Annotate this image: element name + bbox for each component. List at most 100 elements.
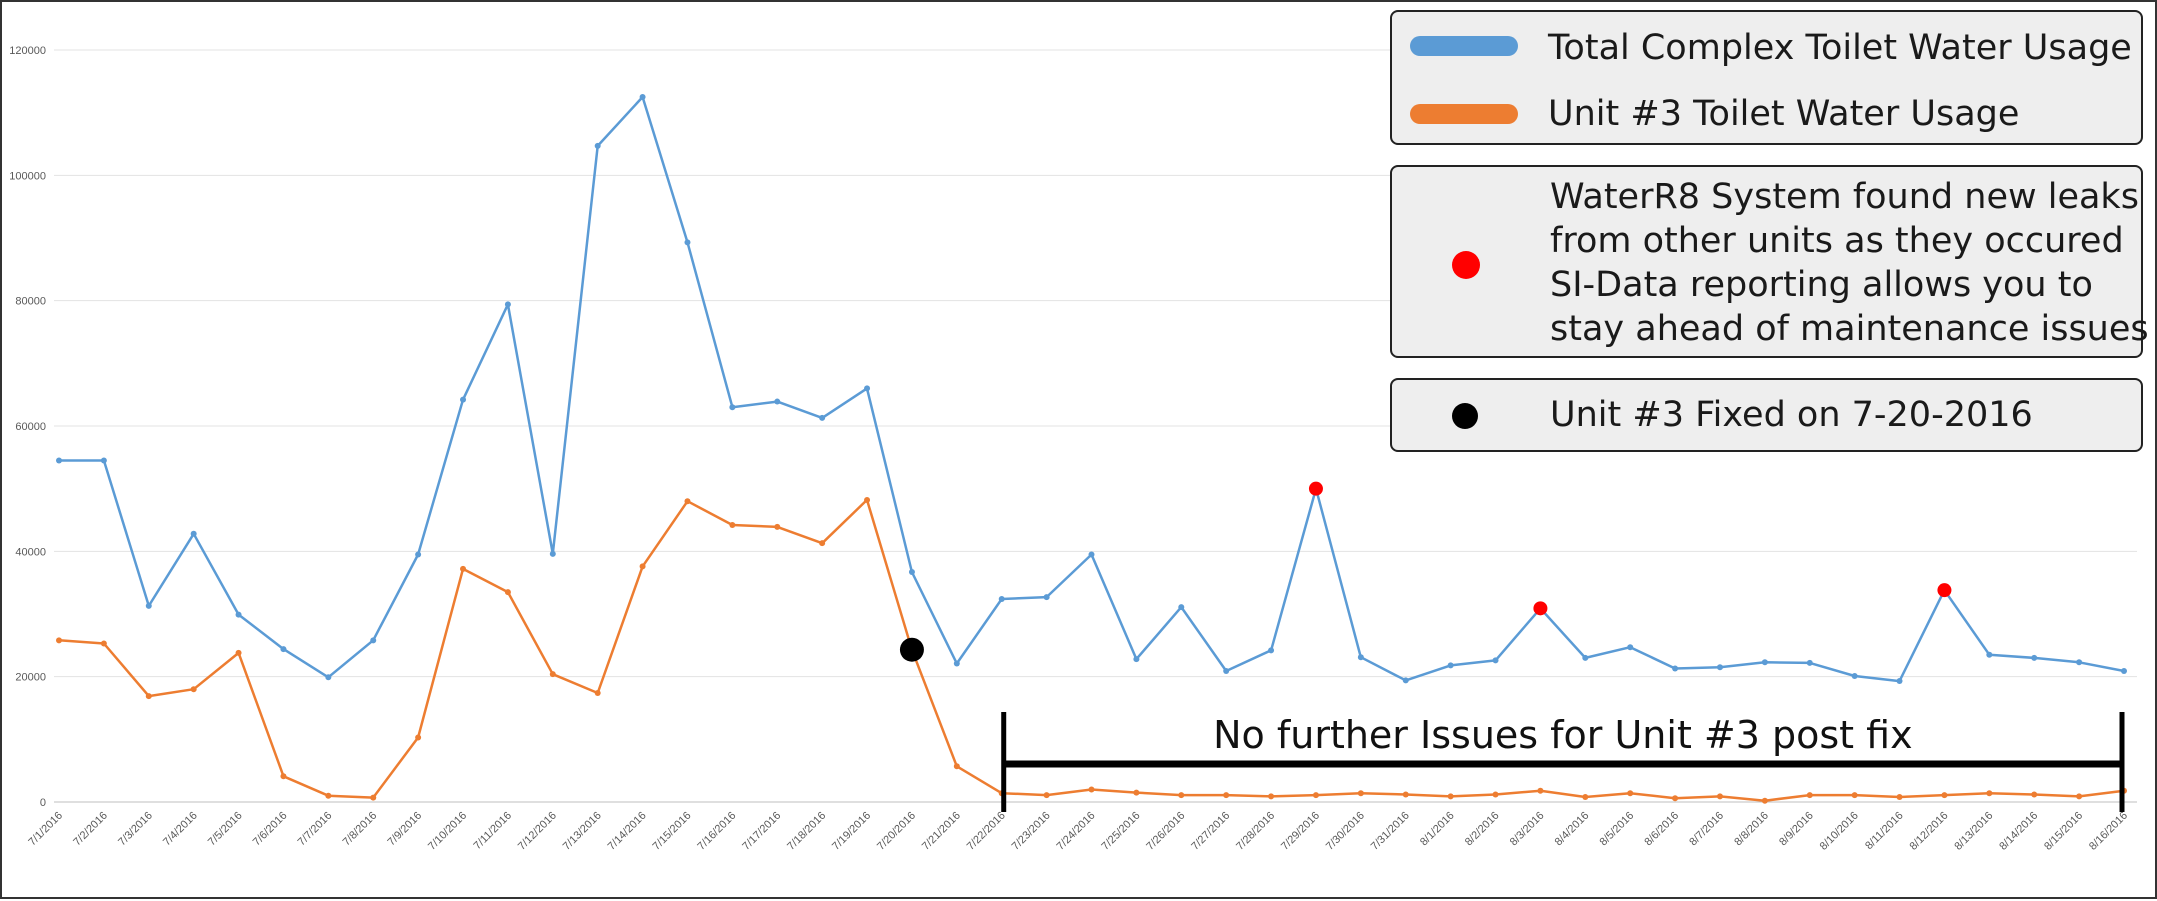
series-1-point-12	[594, 142, 601, 149]
annotation-text: No further Issues for Unit #3 post fix	[1213, 713, 1912, 757]
series-1-point-37	[1716, 664, 1723, 671]
leak-marker-1	[1308, 481, 1323, 496]
x-tick-label-7: 7/8/2016	[341, 810, 380, 849]
series-1-point-23	[1088, 551, 1095, 558]
x-tick-label-12: 7/13/2016	[561, 810, 604, 853]
x-tick-label-28: 7/29/2016	[1279, 810, 1322, 853]
leak-legend-line-3: SI-Data reporting allows you to	[1550, 265, 2093, 305]
x-tick-label-31: 8/1/2016	[1418, 810, 1457, 849]
x-tick-label-30: 7/31/2016	[1369, 810, 1412, 853]
series-1-point-13	[639, 94, 646, 100]
leak-legend-line-1: WaterR8 System found new leaks	[1550, 177, 2139, 217]
y-tick-label-60000: 60000	[15, 421, 46, 433]
series-1-point-45	[2076, 659, 2083, 666]
x-tick-label-42: 8/12/2016	[1907, 810, 1950, 853]
x-tick-label-26: 7/27/2016	[1189, 810, 1232, 853]
series-1-point-39	[1806, 659, 1813, 666]
series-1-point-43	[1986, 651, 1993, 658]
x-tick-label-8: 7/9/2016	[385, 810, 424, 849]
series-2-point-0	[56, 637, 62, 644]
x-tick-label-21: 7/22/2016	[965, 810, 1008, 853]
x-tick-label-15: 7/16/2016	[695, 810, 738, 853]
x-tick-label-20: 7/21/2016	[920, 810, 963, 853]
series-1-point-1	[100, 457, 107, 464]
leak-dot-icon	[1452, 251, 1480, 279]
series-2-point-10	[504, 589, 511, 596]
series-2-point-35	[1627, 790, 1634, 797]
series-2-point-11	[549, 671, 556, 678]
series-1-point-17	[819, 414, 826, 421]
series-2-point-4	[235, 649, 242, 656]
series-2-point-28	[1312, 792, 1319, 799]
series-2-point-15	[729, 522, 736, 529]
series-2-point-12	[594, 689, 601, 696]
series-1-point-2	[145, 602, 152, 609]
series-1-point-25	[1178, 604, 1185, 611]
series-1-point-21	[998, 595, 1005, 602]
leak-legend: WaterR8 System found new leaks from othe…	[1390, 165, 2149, 358]
series-2-point-1	[100, 640, 107, 647]
x-tick-label-41: 8/11/2016	[1863, 810, 1906, 853]
y-tick-label-100000: 100000	[9, 170, 46, 182]
series-2-point-6	[325, 792, 332, 799]
series-1-point-36	[1672, 665, 1679, 672]
series-1-point-22	[1043, 594, 1050, 601]
series-2-point-24	[1133, 789, 1140, 796]
y-tick-label-40000: 40000	[15, 546, 46, 558]
series-1-point-41	[1896, 678, 1903, 685]
x-tick-label-22: 7/23/2016	[1010, 810, 1053, 853]
series-2-point-29	[1357, 790, 1364, 797]
x-tick-label-0: 7/1/2016	[26, 810, 65, 849]
series-2-point-3	[190, 686, 197, 693]
series-1-point-24	[1133, 656, 1140, 663]
series-2-point-31	[1447, 793, 1454, 800]
series-2-point-38	[1761, 797, 1768, 804]
series-2-point-5	[280, 773, 287, 780]
x-tick-label-9: 7/10/2016	[426, 810, 469, 853]
x-tick-label-5: 7/6/2016	[251, 810, 290, 849]
series-2-point-14	[684, 498, 691, 505]
total-usage-legend-label: Total Complex Toilet Water Usage	[1548, 28, 2132, 68]
series-2-point-13	[639, 563, 646, 570]
x-tick-label-18: 7/19/2016	[830, 810, 873, 853]
x-tick-label-45: 8/15/2016	[2042, 810, 2085, 853]
series-1-point-16	[774, 398, 781, 405]
series-1-point-15	[729, 404, 736, 411]
x-tick-label-3: 7/4/2016	[161, 810, 200, 849]
x-tick-label-29: 7/30/2016	[1324, 810, 1367, 853]
series-1-point-40	[1851, 673, 1858, 680]
x-tick-label-39: 8/9/2016	[1777, 810, 1816, 849]
fix-legend-label: Unit #3 Fixed on 7-20-2016	[1550, 395, 2033, 435]
series-1-point-35	[1627, 644, 1634, 651]
leak-marker-3	[1937, 583, 1952, 598]
series-1-point-27	[1268, 647, 1275, 654]
leak-legend-line-2: from other units as they occured	[1550, 221, 2124, 261]
y-tick-label-20000: 20000	[15, 672, 46, 684]
series-1-point-18	[864, 385, 871, 392]
series-1-point-32	[1492, 657, 1499, 664]
series-1-point-10	[504, 301, 511, 308]
series-2-point-45	[2076, 793, 2083, 800]
x-tick-label-40: 8/10/2016	[1818, 810, 1861, 853]
series-2-point-42	[1941, 792, 1948, 799]
series-1-point-4	[235, 611, 242, 618]
series-2-point-27	[1268, 793, 1275, 800]
series-1-point-29	[1357, 654, 1364, 661]
x-tick-label-32: 8/2/2016	[1463, 810, 1502, 849]
series-2-point-39	[1806, 792, 1813, 799]
series-2-point-36	[1672, 795, 1679, 802]
series-2-point-8	[415, 734, 422, 741]
x-tick-label-19: 7/20/2016	[875, 810, 918, 853]
x-tick-label-11: 7/12/2016	[516, 810, 559, 853]
series-2-point-9	[460, 565, 467, 572]
x-tick-label-27: 7/28/2016	[1234, 810, 1277, 853]
x-tick-label-2: 7/3/2016	[116, 810, 155, 849]
x-tick-label-6: 7/7/2016	[296, 810, 335, 849]
y-tick-label-0: 0	[40, 797, 46, 809]
x-tick-label-34: 8/4/2016	[1553, 810, 1592, 849]
x-tick-label-38: 8/8/2016	[1732, 810, 1771, 849]
x-tick-label-1: 7/2/2016	[71, 810, 110, 849]
y-tick-label-120000: 120000	[9, 45, 46, 57]
series-2-point-34	[1582, 793, 1589, 800]
series-1-point-6	[325, 674, 332, 681]
